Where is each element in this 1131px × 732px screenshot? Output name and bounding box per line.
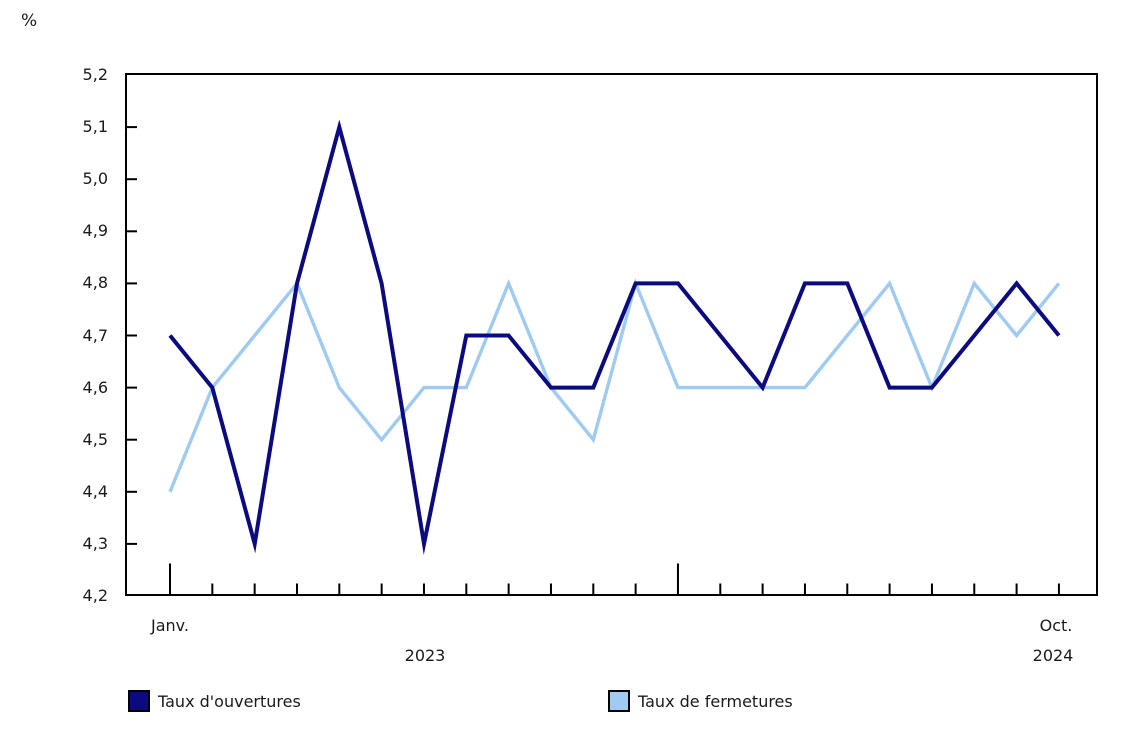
x-axis-label-first-month: Janv. — [151, 616, 189, 635]
y-tick-label: 4,6 — [82, 377, 108, 397]
x-axis-label-last-month: Oct. — [1039, 616, 1073, 635]
legend-item-ouvertures: Taux d'ouvertures — [128, 689, 301, 713]
y-tick-label: 4,8 — [82, 273, 108, 293]
legend-swatch-ouvertures — [128, 690, 150, 712]
y-axis-unit-label: % — [21, 11, 38, 31]
legend-item-fermetures: Taux de fermetures — [608, 689, 793, 713]
y-tick-label: 4,7 — [82, 325, 108, 345]
axis-ticks — [127, 126, 1060, 595]
y-tick-label: 5,2 — [82, 65, 108, 84]
y-tick-label: 4,4 — [82, 481, 108, 501]
y-tick-label: 4,2 — [82, 586, 108, 605]
y-tick-label: 5,1 — [82, 117, 108, 137]
legend-label-fermetures: Taux de fermetures — [638, 691, 793, 711]
y-tick-label: 5,0 — [82, 169, 108, 189]
y-tick-label: 4,3 — [82, 533, 108, 553]
legend: Taux d'ouvertures Taux de fermetures — [0, 689, 1131, 715]
y-tick-label: 4,5 — [82, 429, 108, 449]
y-tick-label: 4,9 — [82, 221, 108, 241]
legend-swatch-fermetures — [608, 690, 630, 712]
data-series-lines — [168, 119, 1061, 556]
x-axis-label-left-year: 2023 — [404, 646, 446, 665]
series-line-ouvertures — [168, 119, 1061, 556]
x-axis-label-right-year: 2024 — [1032, 646, 1074, 665]
legend-label-ouvertures: Taux d'ouvertures — [158, 691, 301, 711]
series-line-fermetures — [168, 278, 1061, 493]
